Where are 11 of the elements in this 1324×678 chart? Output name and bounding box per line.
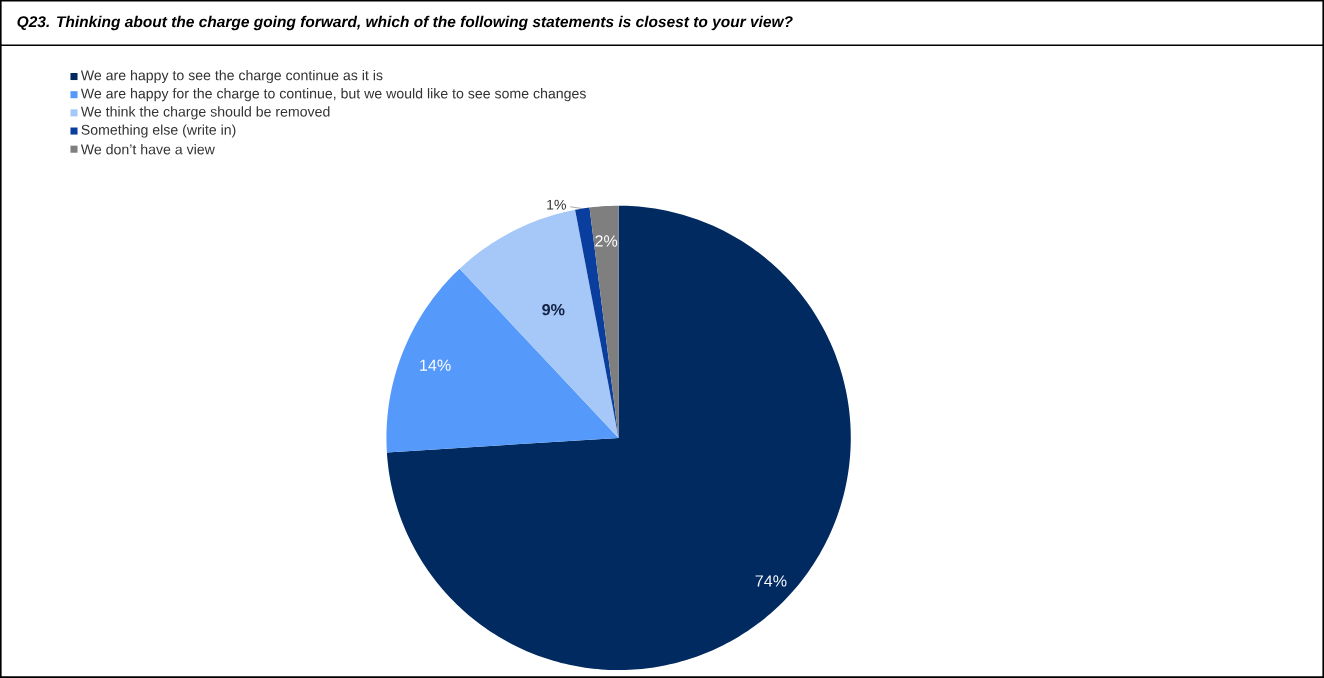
data-label: 9% — [542, 303, 565, 316]
data-label: 1% — [547, 199, 566, 210]
legend-label: We don’t have a view — [80, 144, 215, 155]
legend-label: We think the charge should be removed — [80, 106, 330, 120]
legend-label: We are happy to see the charge continue as it is — [80, 69, 383, 84]
chart-title: Q23. Thinking about the charge going forward, which of the following statements is closest to your view? — [17, 15, 793, 31]
data-label: 74% — [755, 575, 787, 587]
legend-label: Something else (write in) — [81, 124, 236, 138]
data-label: 14% — [420, 359, 451, 371]
legend-label: We are happy for the charge to continue, but we would like to see some changes — [80, 88, 586, 102]
data-label: 2% — [595, 235, 618, 247]
